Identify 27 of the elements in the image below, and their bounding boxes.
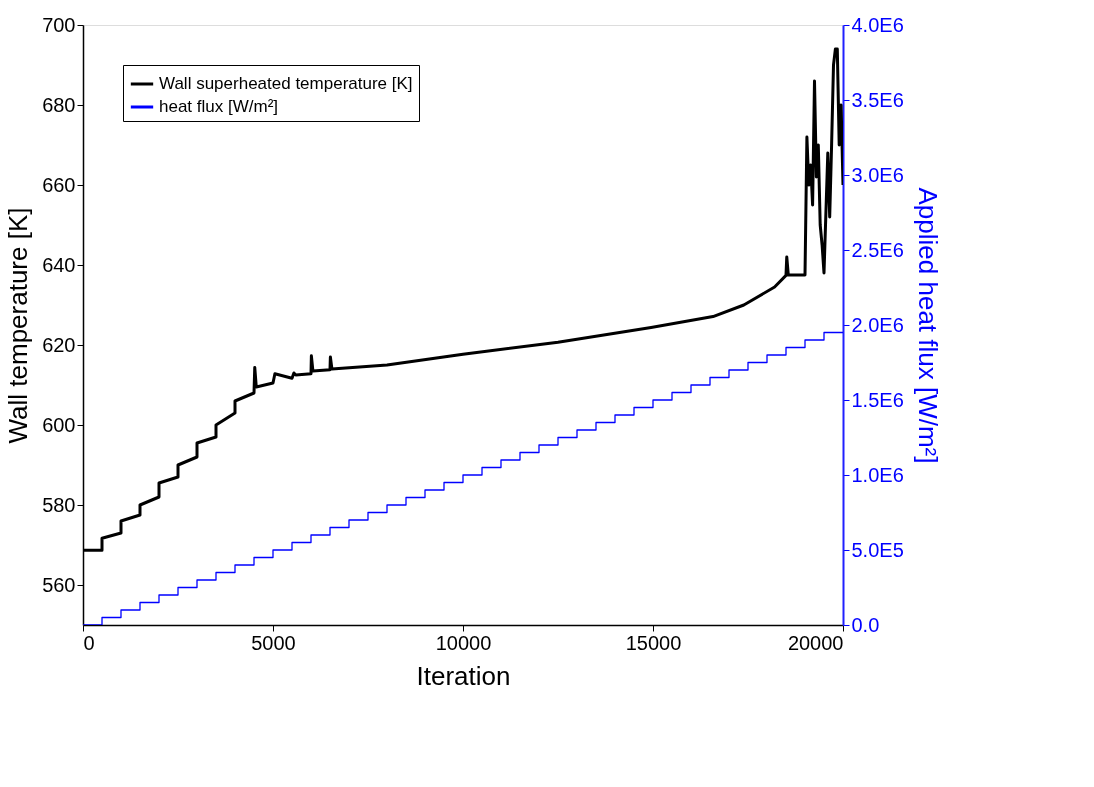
x-tick-label: 10000 [435,631,492,654]
y-tick-label: 600 [42,413,76,436]
y-tick-label: 640 [42,253,76,276]
y-tick-label: 580 [42,493,76,516]
legend-label: Wall superheated temperature [K] [159,74,413,93]
y2-tick-label: 2.0E6 [851,313,904,336]
y2-tick-label: 4.0E6 [851,13,904,36]
y2-tick-label: 3.5E6 [851,88,904,111]
y-tick-label: 680 [42,93,76,116]
x-tick-label: 5000 [251,631,296,654]
y-tick-label: 660 [42,173,76,196]
y2-tick-label: 0.0 [851,613,880,636]
x-tick-label: 0 [83,631,95,654]
x-axis-title: Iteration [416,660,511,691]
y-tick-label: 620 [42,333,76,356]
legend-label: heat flux [W/m²] [159,97,279,116]
y-axis-title: Wall temperature [K] [3,207,34,444]
x-tick-label: 15000 [625,631,682,654]
y-tick-label: 560 [42,573,76,596]
y2-tick-label: 3.0E6 [851,163,904,186]
y2-axis-title: Applied heat flux [W/m²] [912,187,943,464]
y2-tick-label: 5.0E5 [851,538,904,561]
y-tick-label: 700 [42,13,76,36]
y2-tick-label: 1.0E6 [851,463,904,486]
y2-tick-label: 2.5E6 [851,238,904,261]
x-tick-label: 20000 [787,631,844,654]
y2-tick-label: 1.5E6 [851,388,904,411]
